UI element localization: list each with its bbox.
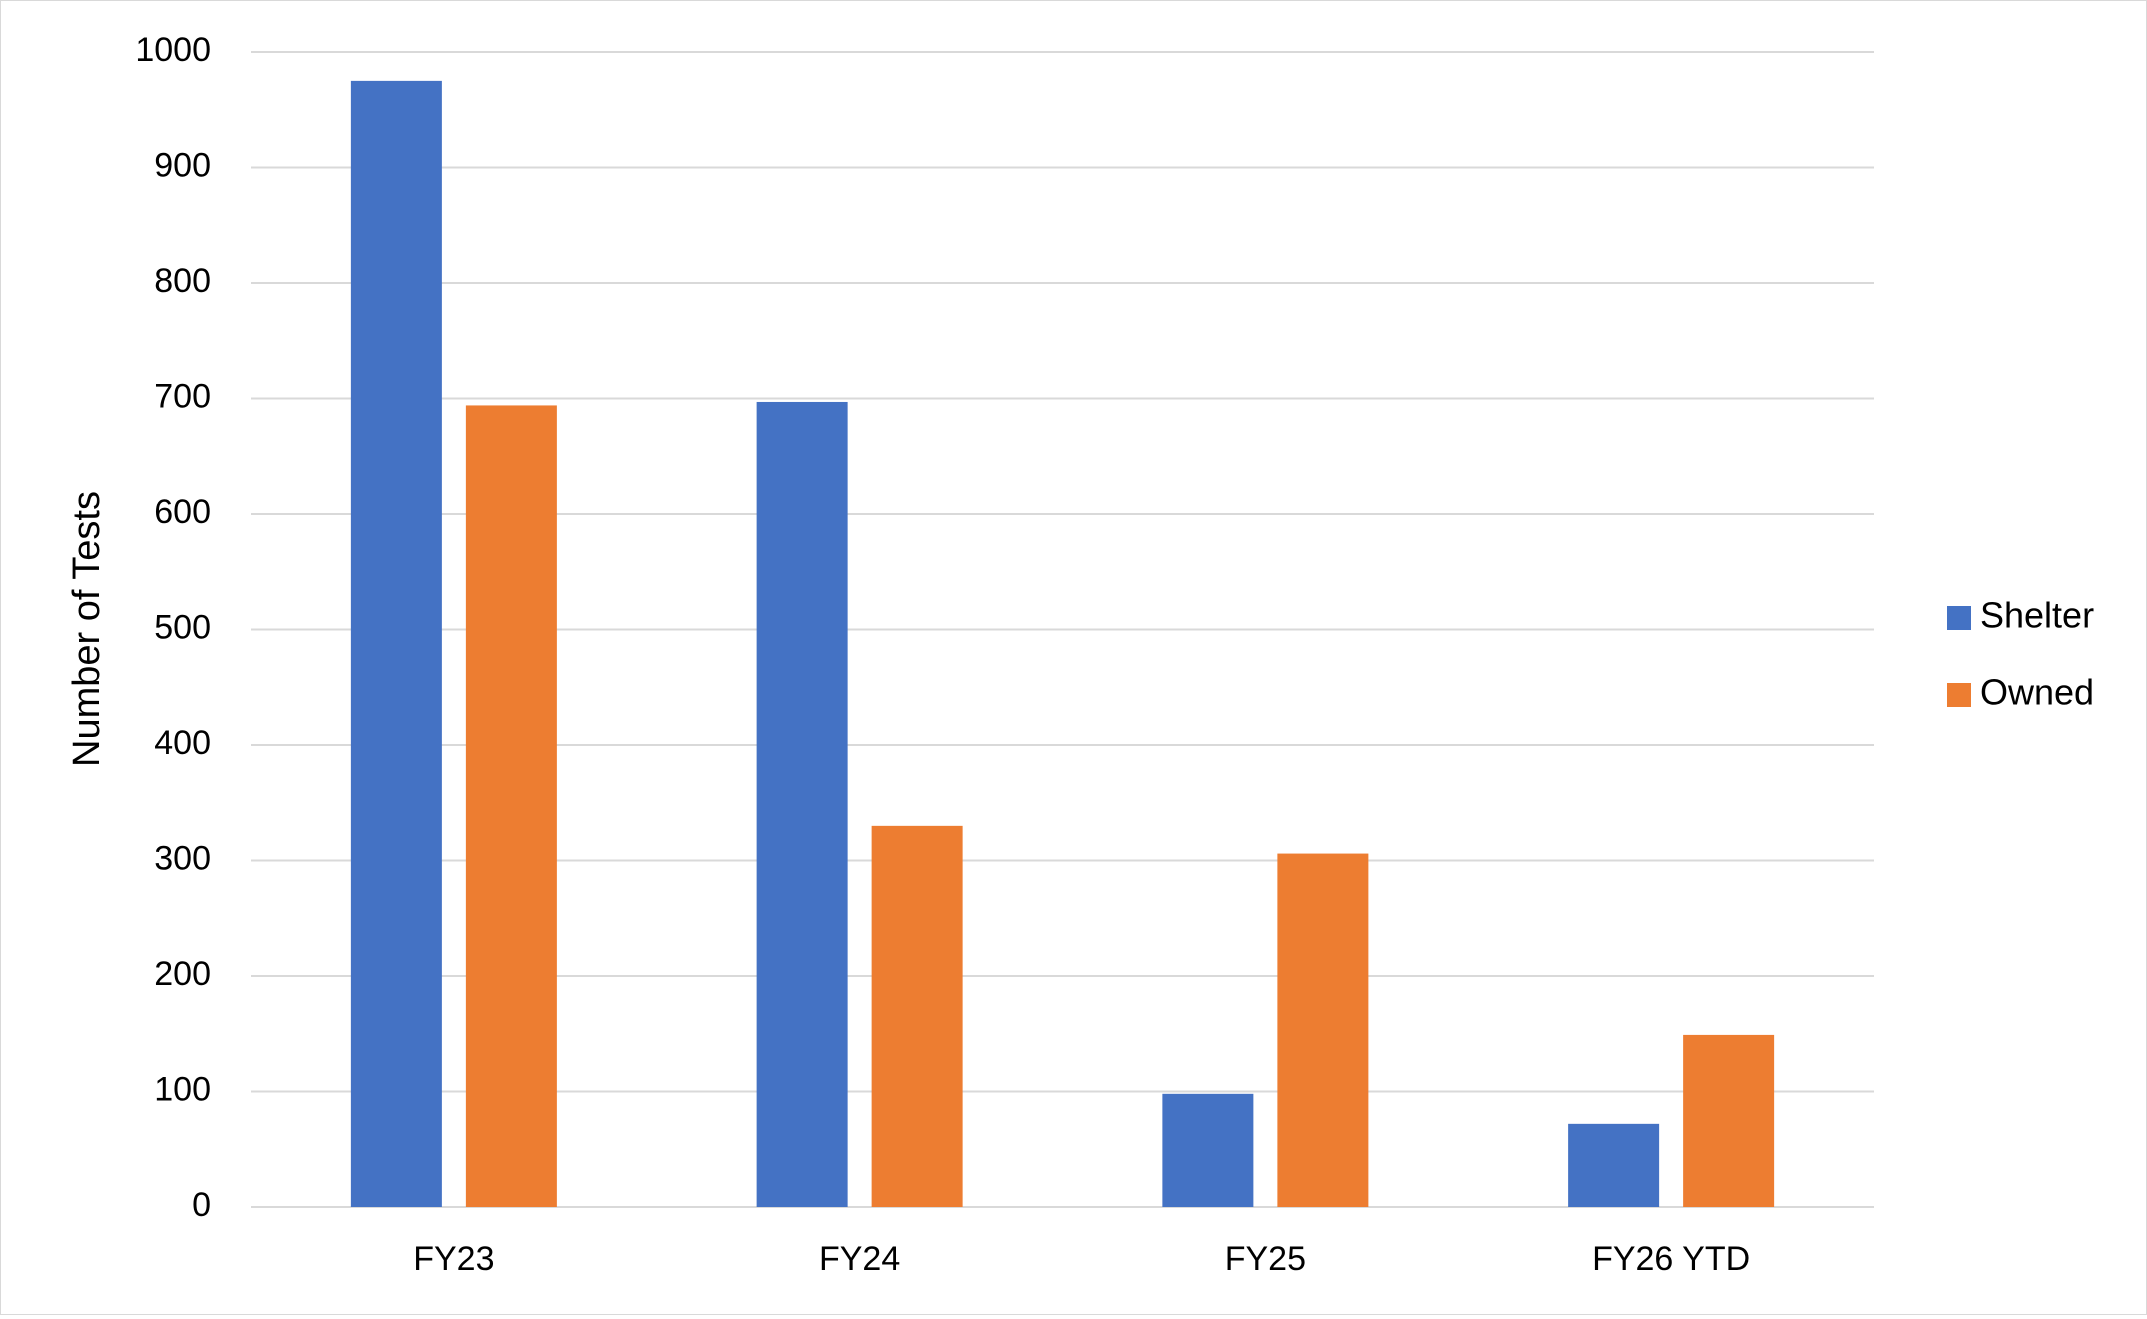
y-tick-label: 900	[154, 146, 211, 184]
legend: Shelter Owned	[1947, 595, 2094, 713]
legend-label-owned: Owned	[1980, 672, 2094, 713]
y-axis-ticks: 0 100 200 300 400 500 600 700 800 900 1000	[135, 31, 211, 1224]
bar-owned-fy26-ytd	[1683, 1034, 1775, 1207]
bar-shelter-fy26-ytd	[1568, 1123, 1660, 1207]
y-tick-label: 700	[154, 377, 211, 415]
y-tick-label: 100	[154, 1070, 211, 1108]
y-tick-label: 600	[154, 493, 211, 531]
y-tick-label: 400	[154, 724, 211, 762]
y-tick-label: 800	[154, 262, 211, 300]
x-tick-label: FY24	[819, 1240, 900, 1278]
y-tick-label: 500	[154, 608, 211, 646]
y-tick-label: 300	[154, 839, 211, 877]
y-tick-label: 200	[154, 955, 211, 993]
bar-owned-fy23	[465, 405, 557, 1207]
x-tick-label: FY25	[1225, 1240, 1306, 1278]
legend-swatch-owned	[1947, 683, 1971, 707]
bar-shelter-fy24	[756, 401, 848, 1208]
bar-owned-fy24	[871, 825, 963, 1207]
y-tick-label: 1000	[135, 31, 211, 69]
bars	[350, 80, 1775, 1208]
x-tick-label: FY26 YTD	[1592, 1240, 1750, 1278]
legend-label-shelter: Shelter	[1980, 595, 2094, 636]
y-tick-label: 0	[192, 1186, 211, 1224]
x-axis-ticks: FY23 FY24 FY25 FY26 YTD	[413, 1240, 1750, 1278]
x-tick-label: FY23	[413, 1240, 494, 1278]
legend-swatch-shelter	[1947, 606, 1971, 630]
bar-owned-fy25	[1277, 853, 1369, 1207]
bar-shelter-fy25	[1162, 1093, 1254, 1207]
bar-shelter-fy23	[350, 80, 442, 1207]
y-axis-title: Number of Tests	[66, 491, 108, 767]
